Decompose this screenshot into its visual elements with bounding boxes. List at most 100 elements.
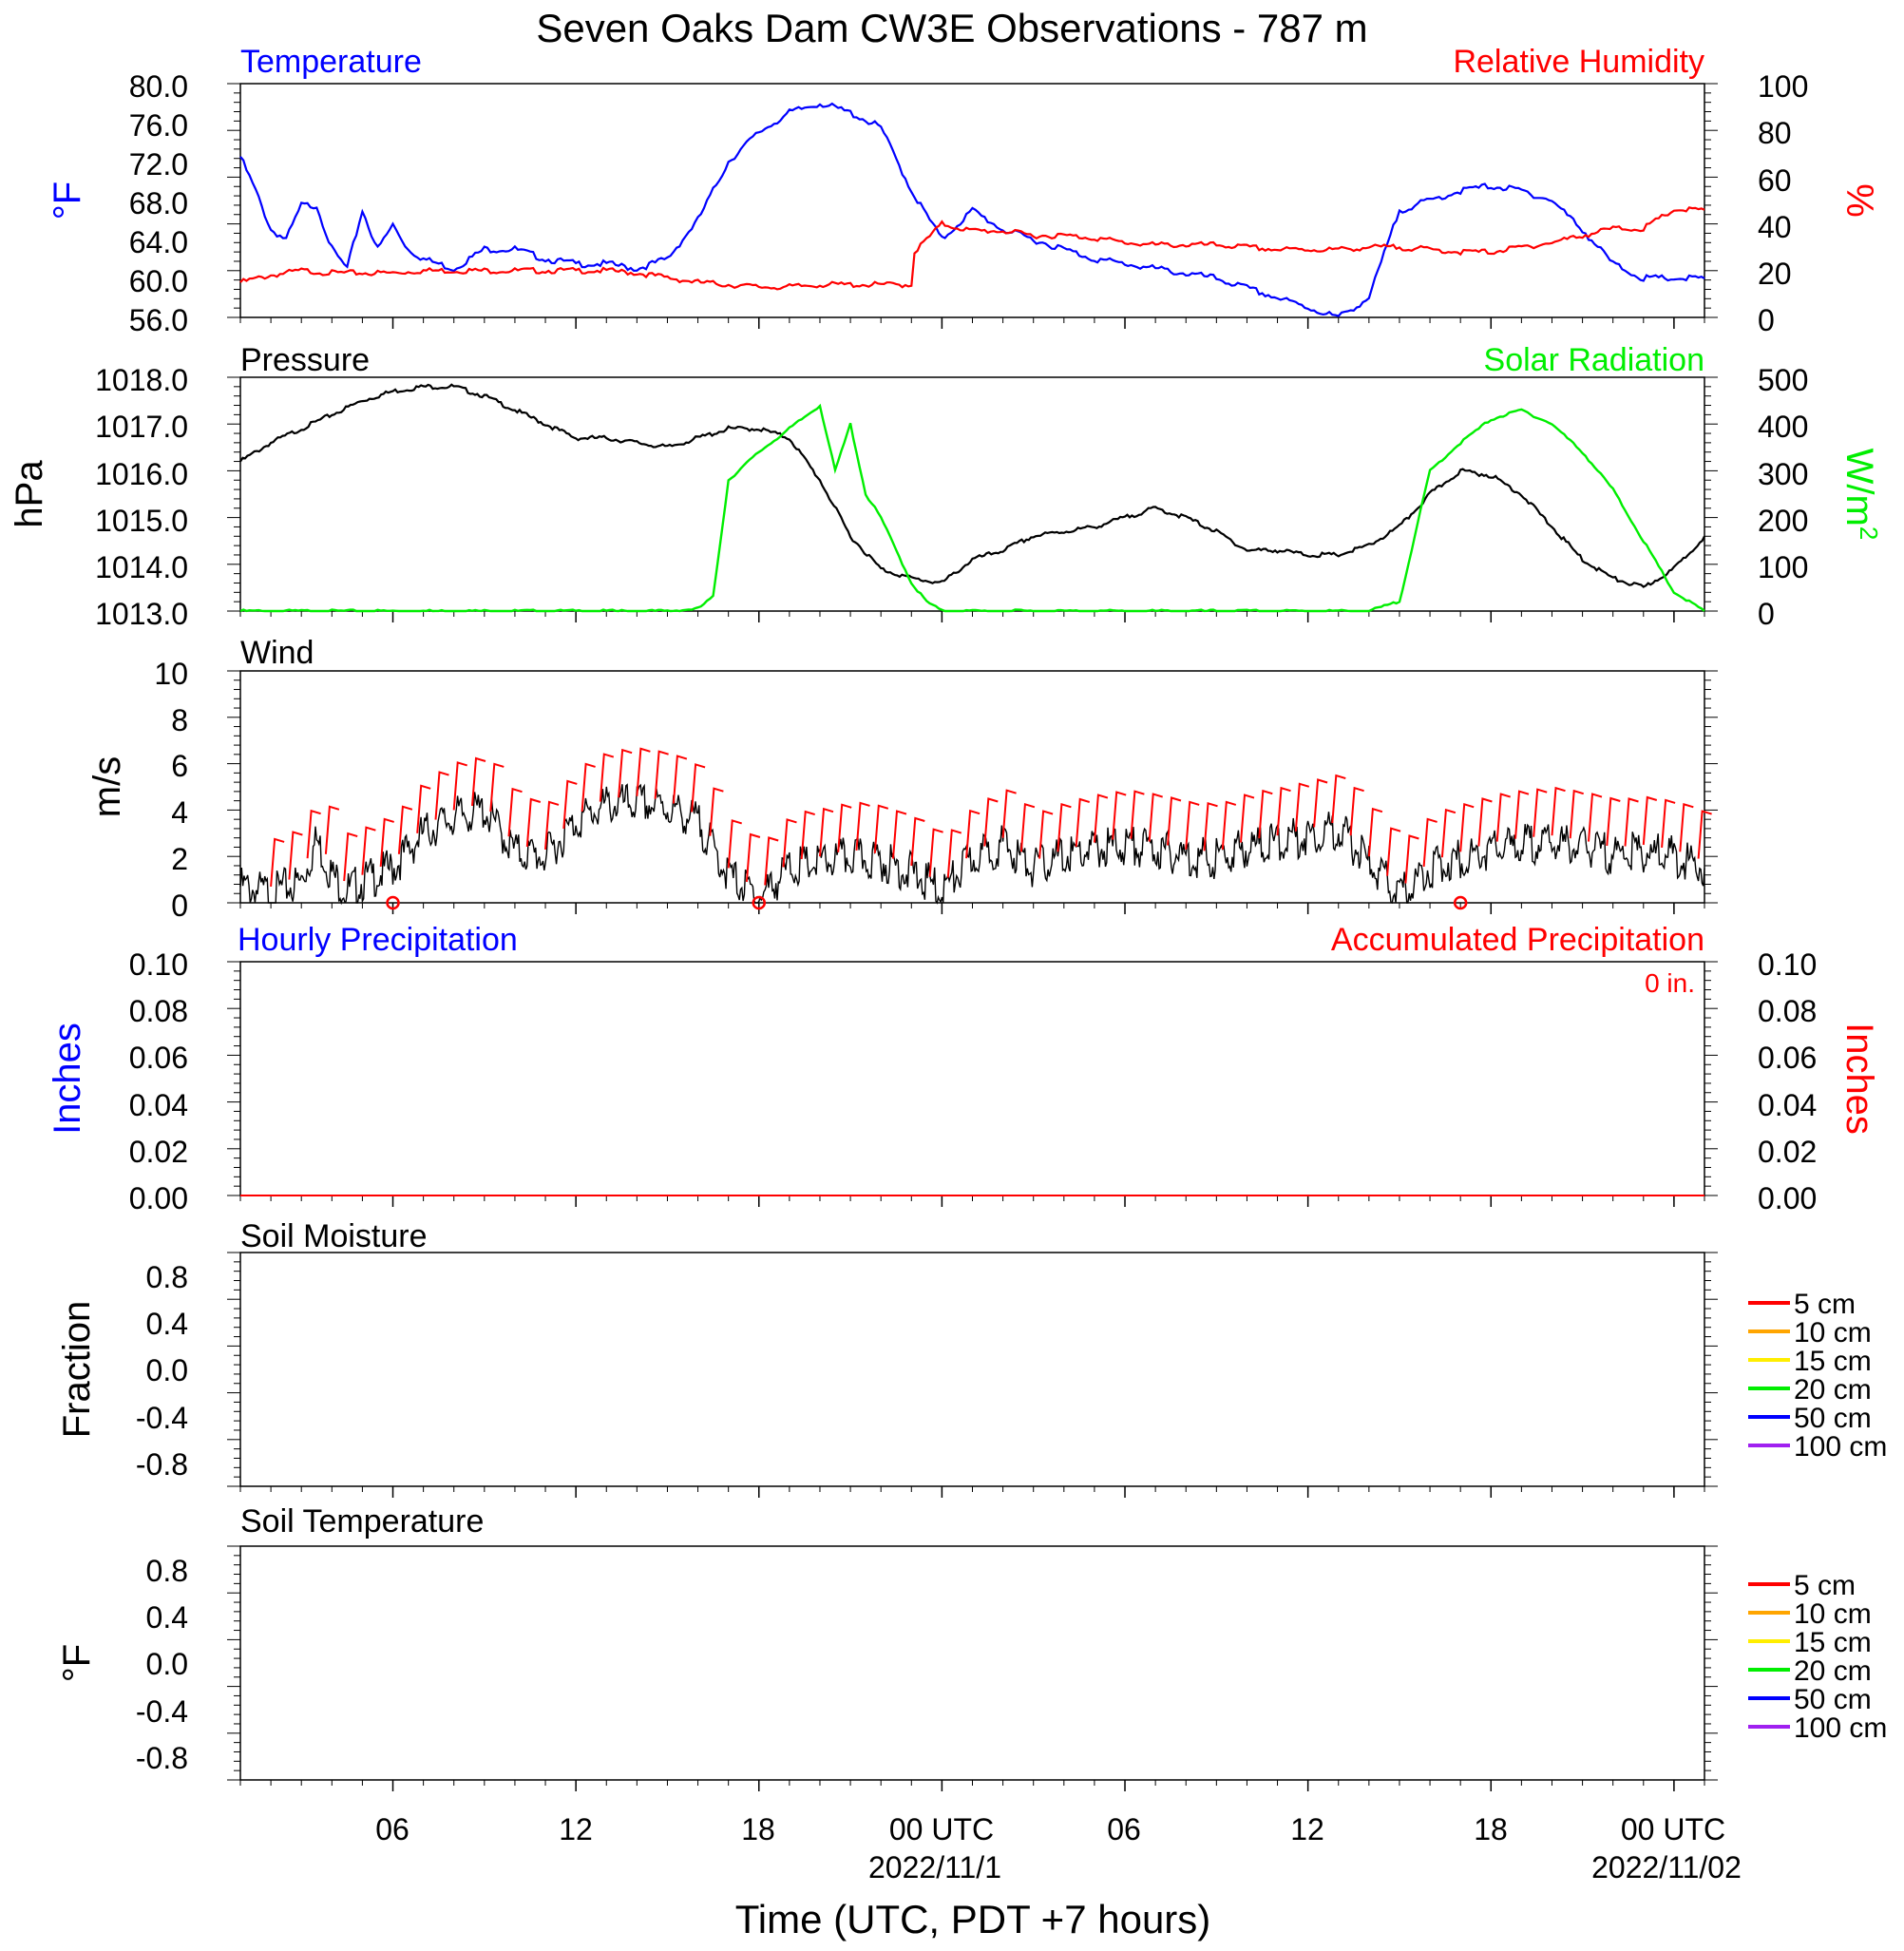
wind-barb [1130, 790, 1145, 839]
wind-barb [946, 829, 962, 878]
wind-barb [1422, 817, 1438, 867]
precipitation-series [227, 961, 1718, 1207]
legend-label: 20 cm [1794, 1655, 1872, 1687]
wind-barb [288, 831, 303, 880]
legend-label: 5 cm [1794, 1570, 1856, 1601]
temperature-line [239, 102, 1705, 317]
soil-temperature-tick-labels: 0.8 0.4 0.0 -0.4 -0.8 [136, 1554, 188, 1775]
y-tick-label: -0.4 [136, 1694, 188, 1729]
temperature-tick-labels: 80.0 76.0 72.0 68.0 64.0 60.0 56.0 [129, 69, 188, 337]
y-tick-label: 500 [1758, 363, 1808, 397]
panel-temperature-humidity: Temperature Relative Humidity °F % 80.0 … [47, 44, 1880, 337]
hourly-precip-title: Hourly Precipitation [238, 922, 518, 958]
x-axis: 06 12 18 00 UTC 06 12 18 00 UTC 2022/11/… [375, 1812, 1742, 1941]
y-tick-label: 6 [171, 749, 188, 783]
x-tick-label: 06 [1107, 1812, 1141, 1846]
wind-barb [1075, 797, 1090, 848]
panel-frame [239, 961, 1705, 1196]
wind-barb [636, 747, 651, 796]
wind-barb [434, 771, 449, 820]
y-tick-label: 1013.0 [95, 597, 188, 631]
panel-pressure-solar: Pressure Solar Radiation hPa W/m2 1018.0… [9, 342, 1883, 631]
wind-barb [306, 809, 321, 859]
wind-unit: m/s [86, 756, 128, 817]
wind-barb [1331, 774, 1346, 824]
y-tick-label: 64.0 [129, 225, 188, 259]
wind-barb [1477, 797, 1493, 847]
wind-series [227, 670, 1718, 914]
y-tick-label: 0.02 [1758, 1135, 1817, 1169]
wind-barb [1203, 801, 1218, 851]
wind-barb [379, 817, 394, 867]
wind-barb [654, 750, 669, 799]
wind-barb [599, 753, 615, 802]
pressure-title: Pressure [240, 342, 370, 378]
wind-barb [562, 779, 578, 829]
wind-barb [270, 837, 285, 887]
legend-label: 20 cm [1794, 1374, 1872, 1406]
x-tick-label: 06 [375, 1812, 409, 1846]
y-tick-label: -0.8 [136, 1741, 188, 1775]
y-tick-label: 400 [1758, 410, 1808, 444]
soil-temperature-unit: °F [56, 1644, 98, 1682]
wind-barb [1440, 808, 1457, 858]
temperature-series [227, 83, 1718, 329]
wind-barb [1057, 802, 1072, 852]
pressure-line [239, 383, 1705, 588]
y-tick-label: 0.00 [1758, 1181, 1817, 1215]
hourly-precip-unit: Inches [47, 1023, 88, 1135]
y-tick-label: 0 [1758, 303, 1775, 337]
y-tick-label: 0.4 [146, 1600, 188, 1635]
y-tick-label: 8 [171, 703, 188, 737]
panel-frame [239, 1252, 1705, 1487]
y-tick-label: 72.0 [129, 147, 188, 182]
wind-barb [1495, 793, 1511, 842]
wind-barb [1459, 802, 1475, 852]
wind-barb [819, 807, 834, 857]
wind-barb [928, 828, 943, 877]
y-tick-label: 60 [1758, 163, 1792, 198]
soil-moisture-title: Soil Moisture [240, 1218, 428, 1254]
wind-tick-labels: 10 8 6 4 2 0 [154, 657, 188, 923]
wind-barb [709, 787, 724, 836]
x-tick-label: 00 UTC [1621, 1812, 1725, 1846]
legend-label: 100 cm [1794, 1431, 1887, 1463]
solar-line [239, 403, 1705, 613]
panel-frame [239, 83, 1705, 318]
soil-moisture-legend: 5 cm 10 cm 15 cm 20 cm 50 cm 100 cm [1748, 1289, 1887, 1463]
wind-speed-line [239, 783, 1705, 906]
wind-barb [1313, 778, 1328, 828]
legend-label: 100 cm [1794, 1712, 1887, 1744]
wind-title: Wind [240, 635, 314, 671]
humidity-line [239, 206, 1705, 291]
y-tick-label: 0.0 [146, 1647, 188, 1681]
wind-barb [1624, 797, 1639, 847]
y-tick-label: 0.08 [129, 994, 188, 1028]
legend-label: 50 cm [1794, 1684, 1872, 1715]
y-tick-label: 0.06 [1758, 1041, 1817, 1075]
panel-precipitation: Hourly Precipitation Accumulated Precipi… [47, 922, 1880, 1215]
y-tick-label: 80.0 [129, 69, 188, 104]
soil-temperature-series [227, 1545, 1718, 1791]
wind-barb [324, 805, 340, 854]
x-tick-label: 18 [1474, 1812, 1508, 1846]
wind-barb [361, 826, 376, 875]
wind-barb [800, 810, 815, 860]
calm-marker [752, 895, 767, 910]
wind-barb [1697, 810, 1712, 859]
wind-barb [1294, 782, 1310, 832]
wind-barb [727, 819, 742, 869]
wind-barb [1514, 790, 1530, 839]
wind-barb [910, 816, 925, 867]
solar-tick-labels: 500 400 300 200 100 0 [1758, 363, 1808, 631]
wind-barb [471, 756, 486, 807]
soil-moisture-series [227, 1252, 1718, 1498]
soil-moisture-unit: Fraction [56, 1301, 98, 1439]
y-tick-label: 76.0 [129, 108, 188, 143]
humidity-tick-labels: 100 80 60 40 20 0 [1758, 69, 1808, 337]
legend-label: 15 cm [1794, 1346, 1872, 1377]
wind-barb [782, 818, 797, 868]
y-tick-label: 0.0 [146, 1353, 188, 1387]
y-tick-label: 0.8 [146, 1260, 188, 1294]
